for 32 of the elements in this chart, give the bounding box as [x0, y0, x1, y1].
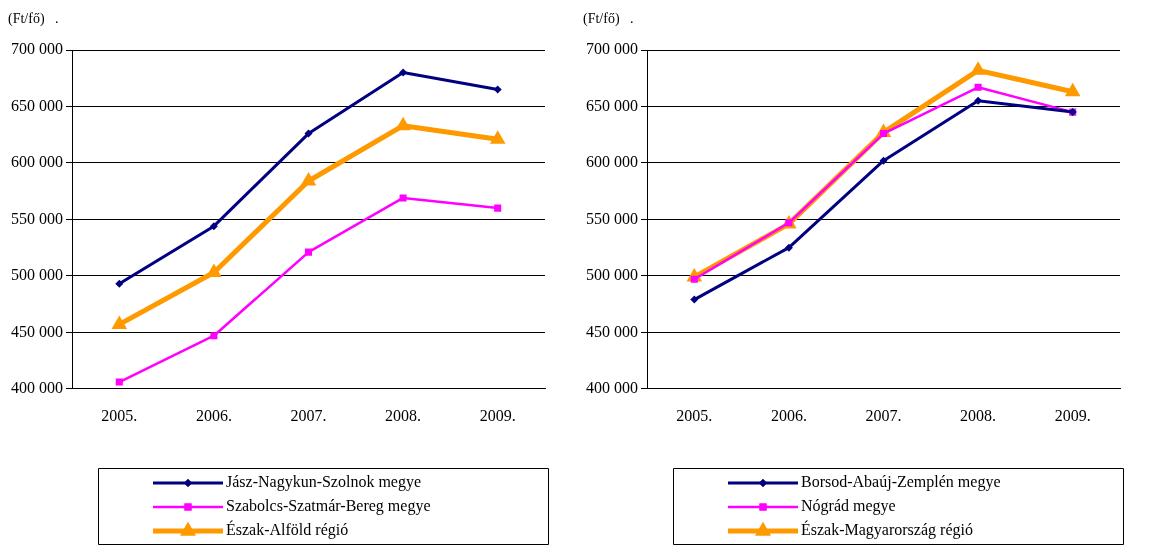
- x-tick-label: 2005.: [101, 406, 138, 424]
- y-tick-label: 700 000: [586, 40, 638, 58]
- x-tick-label: 2006.: [195, 406, 232, 424]
- x-tick-label: 2009.: [479, 406, 516, 424]
- x-tick-label: 2005.: [676, 406, 713, 424]
- y-tick-label: 400 000: [586, 379, 638, 396]
- y-tick-label: 550 000: [11, 209, 63, 227]
- y-axis-title: (Ft/fő) .: [583, 10, 634, 27]
- legend-label: Szabolcs-Szatmár-Bereg megye: [226, 497, 431, 516]
- x-tick-label: 2009.: [1054, 406, 1091, 424]
- y-axis-title: (Ft/fő) .: [8, 10, 59, 27]
- x-tick-label: 2007.: [865, 406, 902, 424]
- x-tick-label: 2006.: [770, 406, 807, 424]
- legend-label: Borsod-Abaúj-Zemplén megye: [801, 473, 1001, 492]
- y-tick-label: 650 000: [11, 96, 63, 114]
- y-tick-label: 550 000: [586, 209, 638, 227]
- legend-label: Nógrád megye: [801, 497, 896, 516]
- x-tick-label: 2008.: [960, 406, 997, 424]
- x-tick-label: 2007.: [290, 406, 327, 424]
- y-tick-label: 600 000: [11, 153, 63, 171]
- y-tick-label: 450 000: [586, 322, 638, 340]
- y-tick-label: 400 000: [11, 379, 63, 396]
- y-tick-label: 700 000: [11, 40, 63, 58]
- legend-label: Jász-Nagykun-Szolnok megye: [226, 473, 422, 492]
- y-tick-label: 650 000: [586, 96, 638, 114]
- y-tick-label: 450 000: [11, 322, 63, 340]
- y-tick-label: 500 000: [586, 266, 638, 284]
- y-tick-label: 600 000: [586, 153, 638, 171]
- x-tick-label: 2008.: [385, 406, 422, 424]
- y-tick-label: 500 000: [11, 266, 63, 284]
- legend-label: Észak-Magyarország régió: [801, 520, 973, 540]
- legend-label: Észak-Alföld régió: [226, 520, 349, 540]
